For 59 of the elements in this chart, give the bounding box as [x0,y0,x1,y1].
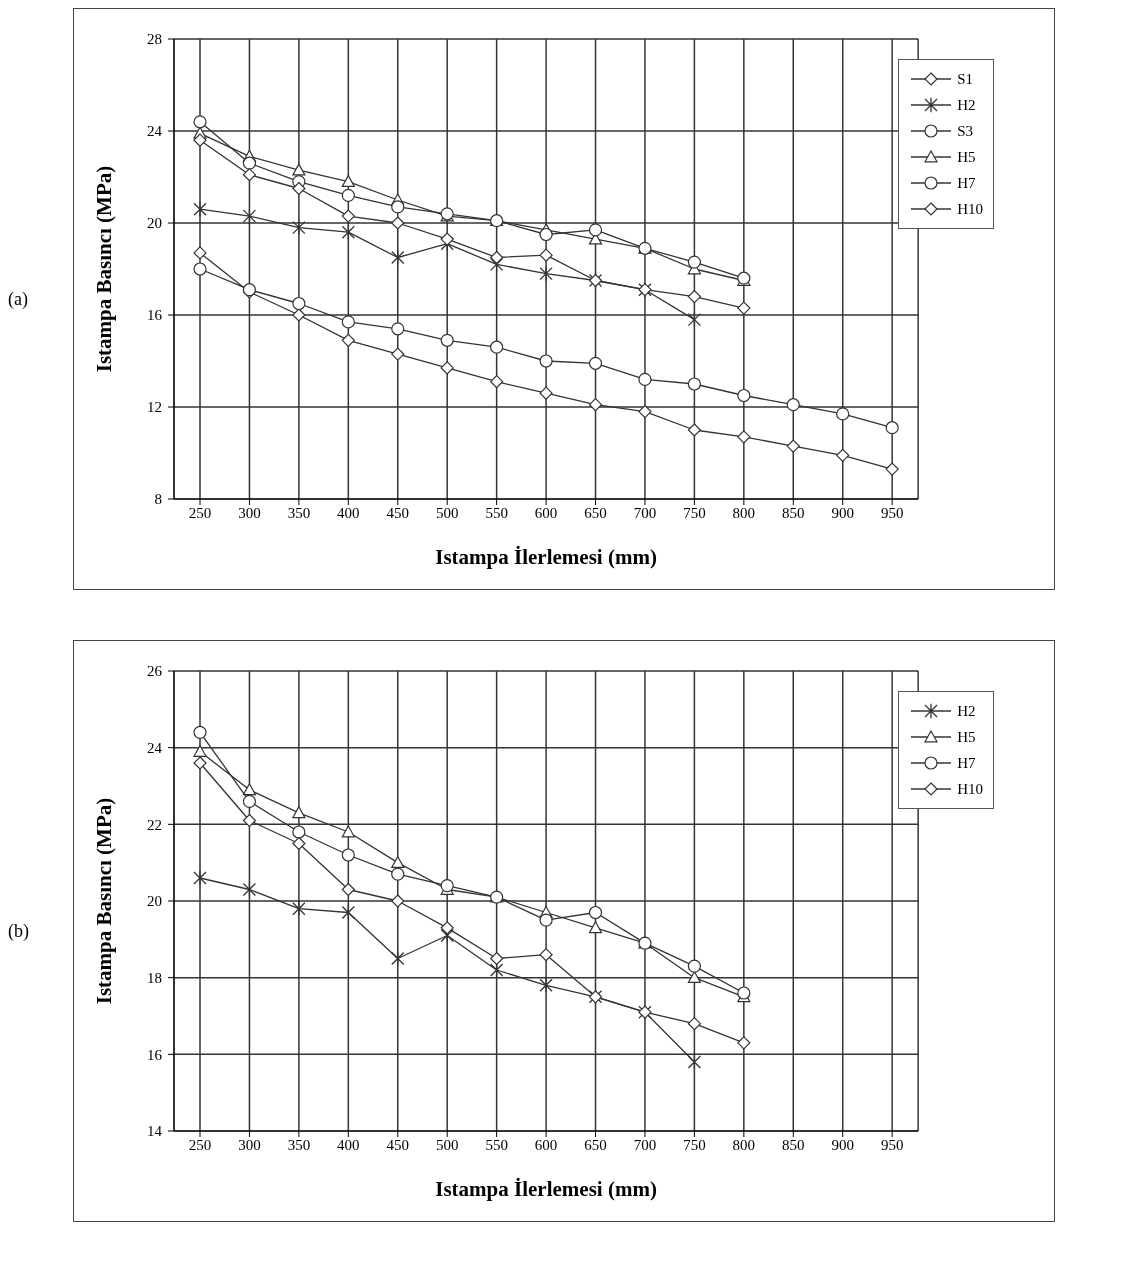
x-tick-label: 400 [337,504,360,521]
x-tick-label: 950 [880,504,904,521]
legend-label: H10 [957,780,983,798]
legend-label: H2 [957,96,976,114]
x-tick-label: 350 [287,504,311,521]
x-tick-label: 800 [732,504,756,521]
y-tick-label: 12 [147,399,162,416]
x-tick-label: 900 [831,1136,854,1153]
x-tick-label: 600 [534,504,558,521]
y-tick-label: 16 [147,1046,163,1063]
y-tick-label: 14 [147,1123,163,1140]
legend-label: S1 [957,70,973,88]
y-tick-label: 16 [147,307,163,324]
y-tick-label: 20 [147,215,162,232]
y-axis-title: Istampa Basıncı (MPa) [92,165,117,373]
x-tick-label: 500 [435,1136,459,1153]
y-tick-label: 28 [147,31,162,48]
text: (a) [8,288,29,310]
legend-label: H7 [957,174,976,192]
x-tick-label: 700 [633,1136,657,1153]
legend-label: S3 [957,122,973,140]
y-tick-label: 18 [147,969,162,986]
legend-label: H10 [957,200,983,218]
y-tick-label: 20 [147,893,162,910]
legend-label: H7 [957,754,976,772]
x-tick-label: 400 [337,1136,360,1153]
x-tick-label: 250 [188,504,212,521]
x-axis-title: Istampa İlerlemesi (mm) [435,545,657,569]
x-tick-label: 250 [188,1136,212,1153]
y-tick-label: 22 [147,816,162,833]
legend-label: H5 [957,148,976,166]
x-tick-label: 750 [683,1136,706,1153]
x-tick-label: 500 [435,504,459,521]
x-tick-label: 550 [485,1136,508,1153]
text: (b) [8,920,30,942]
legend-label: H2 [957,702,976,720]
y-tick-label: 24 [147,739,163,756]
x-tick-label: 450 [386,1136,410,1153]
x-tick-label: 300 [238,1136,261,1153]
legend-label: H5 [957,728,976,746]
x-tick-label: 850 [782,1136,805,1153]
x-tick-label: 850 [782,504,805,521]
x-tick-label: 700 [633,504,657,521]
x-tick-label: 550 [485,504,508,521]
x-tick-label: 650 [584,1136,607,1153]
x-tick-label: 600 [534,1136,558,1153]
y-axis-title: Istampa Basıncı (MPa) [92,797,117,1005]
x-tick-label: 650 [584,504,607,521]
x-tick-label: 800 [732,1136,756,1153]
y-tick-label: 26 [147,663,163,680]
y-tick-label: 8 [154,491,162,508]
x-tick-label: 950 [880,1136,904,1153]
x-tick-label: 750 [683,504,706,521]
x-tick-label: 300 [238,504,261,521]
x-tick-label: 350 [287,1136,311,1153]
x-tick-label: 900 [831,504,854,521]
x-axis-title: Istampa İlerlemesi (mm) [435,1177,657,1201]
y-tick-label: 24 [147,123,163,140]
x-tick-label: 450 [386,504,410,521]
